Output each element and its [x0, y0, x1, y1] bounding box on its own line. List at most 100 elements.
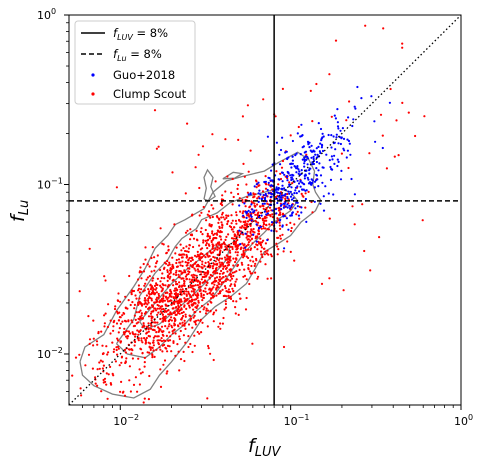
- clumpscout-point: [286, 240, 289, 243]
- clumpscout-point: [119, 322, 122, 325]
- clumpscout-point: [170, 319, 173, 322]
- guo-point: [289, 214, 292, 217]
- guo-point: [288, 204, 291, 207]
- guo-point: [317, 169, 320, 172]
- clumpscout-point: [160, 286, 163, 289]
- clumpscout-point: [275, 170, 278, 173]
- clumpscout-point: [195, 238, 199, 241]
- clumpscout-point: [215, 232, 218, 235]
- clumpscout-point: [278, 206, 281, 209]
- clumpscout-point: [94, 382, 97, 385]
- clumpscout-point: [132, 325, 135, 328]
- clumpscout-point: [264, 242, 267, 245]
- clumpscout-point: [117, 319, 120, 322]
- clumpscout-point: [224, 190, 227, 193]
- clumpscout-point: [193, 254, 197, 257]
- clumpscout-point: [231, 247, 234, 251]
- clumpscout-point: [214, 180, 217, 183]
- clumpscout-point: [185, 245, 188, 248]
- clumpscout-point: [198, 332, 201, 335]
- guo-point: [288, 192, 291, 195]
- clumpscout-point: [176, 283, 179, 286]
- clumpscout-point: [98, 361, 101, 364]
- clumpscout-point: [246, 230, 249, 233]
- clumpscout-point: [186, 261, 189, 264]
- clumpscout-point: [151, 353, 154, 356]
- clumpscout-point: [226, 220, 229, 223]
- clumpscout-point: [232, 230, 235, 233]
- clumpscout-point: [224, 138, 227, 141]
- clumpscout-point: [257, 229, 260, 232]
- clumpscout-point: [297, 125, 300, 129]
- clumpscout-point: [166, 275, 169, 278]
- clumpscout-point: [155, 348, 158, 351]
- clumpscout-point: [401, 46, 404, 49]
- clumpscout-point: [236, 251, 239, 254]
- clumpscout-point: [103, 377, 107, 380]
- clumpscout-point: [156, 303, 159, 307]
- clumpscout-point: [155, 309, 158, 312]
- clumpscout-point: [351, 205, 354, 208]
- clumpscout-point: [162, 243, 165, 246]
- clumpscout-point: [193, 334, 196, 337]
- clumpscout-point: [212, 358, 215, 362]
- clumpscout-point: [167, 320, 170, 323]
- clumpscout-point: [87, 315, 90, 318]
- clumpscout-point: [190, 214, 194, 217]
- clumpscout-point: [215, 286, 219, 289]
- clumpscout-point: [199, 258, 202, 262]
- clumpscout-point: [138, 383, 141, 386]
- clumpscout-point: [161, 305, 164, 308]
- clumpscout-point: [253, 202, 256, 205]
- x-tick-base: 10: [113, 415, 127, 428]
- clumpscout-point: [141, 371, 144, 374]
- clumpscout-point: [205, 252, 208, 255]
- clumpscout-point: [178, 270, 181, 273]
- clumpscout-point: [208, 292, 211, 295]
- clumpscout-point: [423, 115, 426, 118]
- clumpscout-point: [261, 255, 264, 259]
- clumpscout-point: [174, 332, 177, 335]
- clumpscout-point: [96, 343, 99, 346]
- clumpscout-point: [190, 279, 193, 282]
- clumpscout-point: [147, 315, 151, 318]
- clumpscout-point: [167, 248, 170, 251]
- clumpscout-point: [139, 266, 142, 269]
- y-tick-exponent: −2: [51, 346, 63, 355]
- clumpscout-point: [184, 231, 188, 234]
- clumpscout-point: [215, 266, 218, 269]
- guo-point: [308, 172, 311, 175]
- clumpscout-point: [143, 356, 146, 359]
- clumpscout-point: [241, 225, 244, 228]
- clumpscout-point: [196, 296, 199, 299]
- clumpscout-point: [164, 317, 167, 321]
- guo-point: [281, 184, 284, 187]
- clumpscout-point: [211, 133, 214, 136]
- clumpscout-point: [218, 272, 221, 275]
- clumpscout-point: [205, 307, 208, 310]
- guo-point: [265, 194, 268, 197]
- guo-point: [238, 204, 241, 207]
- guo-point: [299, 135, 302, 138]
- clumpscout-point: [160, 311, 163, 314]
- guo-point: [245, 211, 249, 214]
- guo-point: [290, 178, 293, 182]
- clumpscout-point: [218, 243, 221, 246]
- clumpscout-point: [254, 179, 258, 182]
- guo-point: [284, 193, 287, 196]
- clumpscout-point: [195, 277, 198, 281]
- clumpscout-point: [234, 219, 237, 222]
- clumpscout-point: [234, 306, 237, 309]
- guo-point: [264, 192, 267, 196]
- contour-loop-a: [203, 168, 216, 202]
- clumpscout-point: [192, 280, 195, 284]
- clumpscout-point: [153, 269, 156, 272]
- clumpscout-point: [249, 149, 252, 152]
- guo-point: [310, 156, 313, 159]
- clumpscout-point: [153, 355, 156, 358]
- clumpscout-point: [263, 219, 266, 222]
- clumpscout-point: [229, 268, 232, 271]
- clumpscout-point: [173, 322, 176, 325]
- clumpscout-point: [118, 364, 121, 367]
- clumpscout-point: [147, 330, 150, 333]
